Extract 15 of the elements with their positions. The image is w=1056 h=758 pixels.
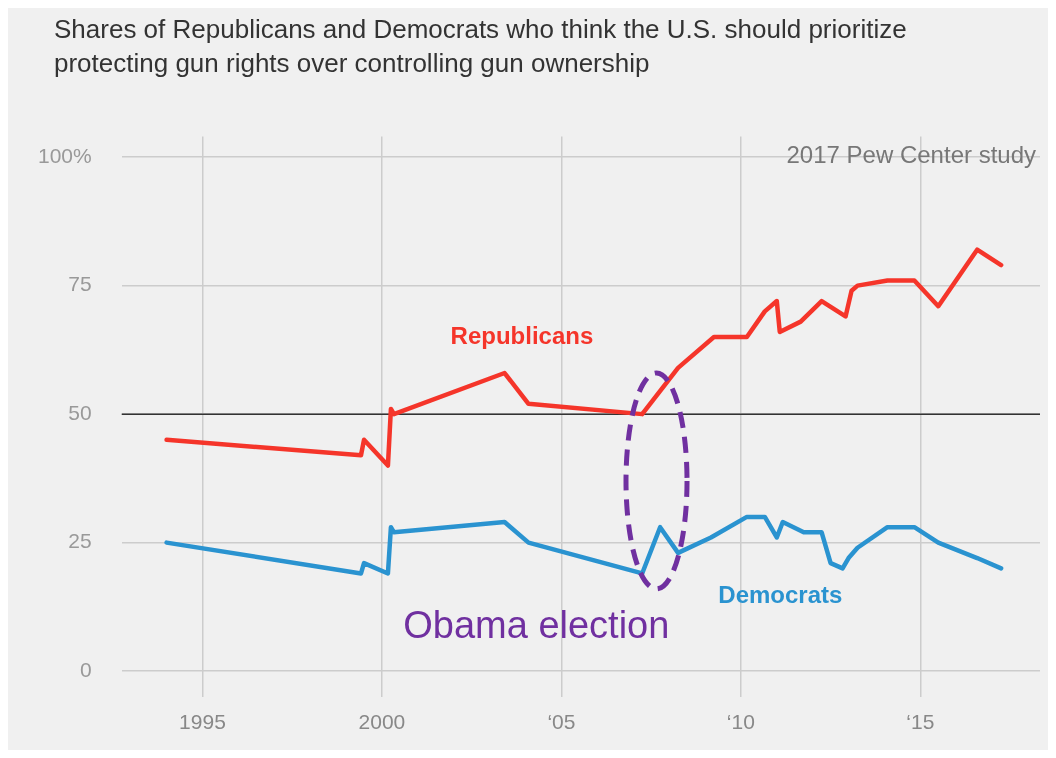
y-tick-label: 0 xyxy=(80,657,92,681)
x-tick-label: ‘15 xyxy=(906,710,935,734)
y-tick-label: 25 xyxy=(68,529,92,553)
annotation: Obama election xyxy=(403,603,670,646)
chart-title: Shares of Republicans and Democrats who think the U.S. should prioritize protecting gun rights over controlling gun ownership xyxy=(54,13,908,80)
y-tick-label: 50 xyxy=(68,400,92,424)
x-tick-label: 2000 xyxy=(358,710,406,734)
x-tick-label: 1995 xyxy=(179,710,226,734)
annotation: 2017 Pew Center study xyxy=(786,141,1036,169)
y-tick-label: 75 xyxy=(68,272,92,296)
y-tick-label: 100% xyxy=(37,143,92,167)
x-tick-label: ‘10 xyxy=(726,710,755,734)
x-tick-label: ‘05 xyxy=(547,710,576,734)
series-label: Republicans xyxy=(450,321,594,349)
series-label: Democrats xyxy=(718,581,843,609)
